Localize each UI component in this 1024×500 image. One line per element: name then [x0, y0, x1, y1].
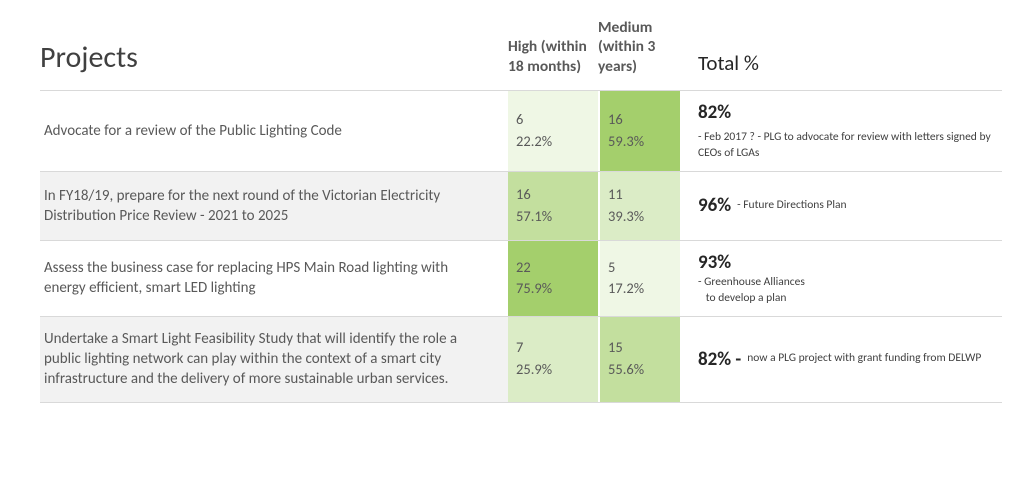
project-cell: In FY18/19, prepare for the next round o…: [40, 172, 508, 240]
cell-pct: 75.9%: [516, 278, 598, 300]
medium-cell: 1659.3%: [598, 91, 680, 171]
table-row: Assess the business case for replacing H…: [40, 240, 1002, 316]
header-high: High (within 18 months): [508, 37, 598, 82]
cell-pct: 55.6%: [608, 359, 680, 381]
medium-cell: 1555.6%: [598, 317, 680, 402]
project-cell: Undertake a Smart Light Feasibility Stud…: [40, 317, 508, 402]
table-row: In FY18/19, prepare for the next round o…: [40, 171, 1002, 240]
high-cell: 725.9%: [508, 317, 598, 402]
medium-cell: 1139.3%: [598, 172, 680, 240]
cell-count: 22: [516, 257, 598, 279]
cell-pct: 59.3%: [608, 131, 680, 153]
total-note: - Greenhouse Alliances to develop a plan: [698, 274, 805, 306]
cell-pct: 57.1%: [516, 206, 598, 228]
total-cell: 93%- Greenhouse Alliances to develop a p…: [680, 241, 1002, 316]
table-row: Advocate for a review of the Public Ligh…: [40, 90, 1002, 171]
total-pct: 93%: [698, 251, 805, 274]
header-total: Total %: [680, 50, 1002, 82]
cell-count: 11: [608, 184, 680, 206]
project-cell: Advocate for a review of the Public Ligh…: [40, 91, 508, 171]
medium-cell: 517.2%: [598, 241, 680, 316]
cell-count: 5: [608, 257, 680, 279]
cell-pct: 39.3%: [608, 206, 680, 228]
header-medium: Medium (within 3 years): [598, 18, 680, 82]
total-cell: 82% - Feb 2017 ? - PLG to advocate for re…: [680, 91, 1002, 171]
total-cell: 96% - Future Directions Plan: [680, 172, 1002, 240]
header-projects: Projects: [40, 39, 508, 82]
cell-count: 15: [608, 337, 680, 359]
total-note: - Future Directions Plan: [737, 198, 846, 214]
cell-count: 7: [516, 337, 598, 359]
total-pct: 96%: [698, 194, 731, 217]
total-note: - Feb 2017 ? - PLG to advocate for revie…: [698, 130, 1002, 161]
cell-pct: 17.2%: [608, 278, 680, 300]
cell-count: 16: [516, 184, 598, 206]
high-cell: 622.2%: [508, 91, 598, 171]
cell-pct: 25.9%: [516, 359, 598, 381]
cell-count: 16: [608, 109, 680, 131]
total-pct: 82%: [698, 101, 731, 124]
cell-pct: 22.2%: [516, 131, 598, 153]
table-row: Undertake a Smart Light Feasibility Stud…: [40, 316, 1002, 403]
table-header-row: Projects High (within 18 months) Medium …: [40, 18, 1002, 82]
total-pct: 82% -: [698, 348, 741, 371]
project-cell: Assess the business case for replacing H…: [40, 241, 508, 316]
table-body: Advocate for a review of the Public Ligh…: [40, 90, 1002, 402]
total-cell: 82% - now a PLG project with grant fundin…: [680, 317, 1002, 402]
total-note: now a PLG project with grant funding fro…: [747, 351, 981, 367]
high-cell: 2275.9%: [508, 241, 598, 316]
high-cell: 1657.1%: [508, 172, 598, 240]
cell-count: 6: [516, 109, 598, 131]
